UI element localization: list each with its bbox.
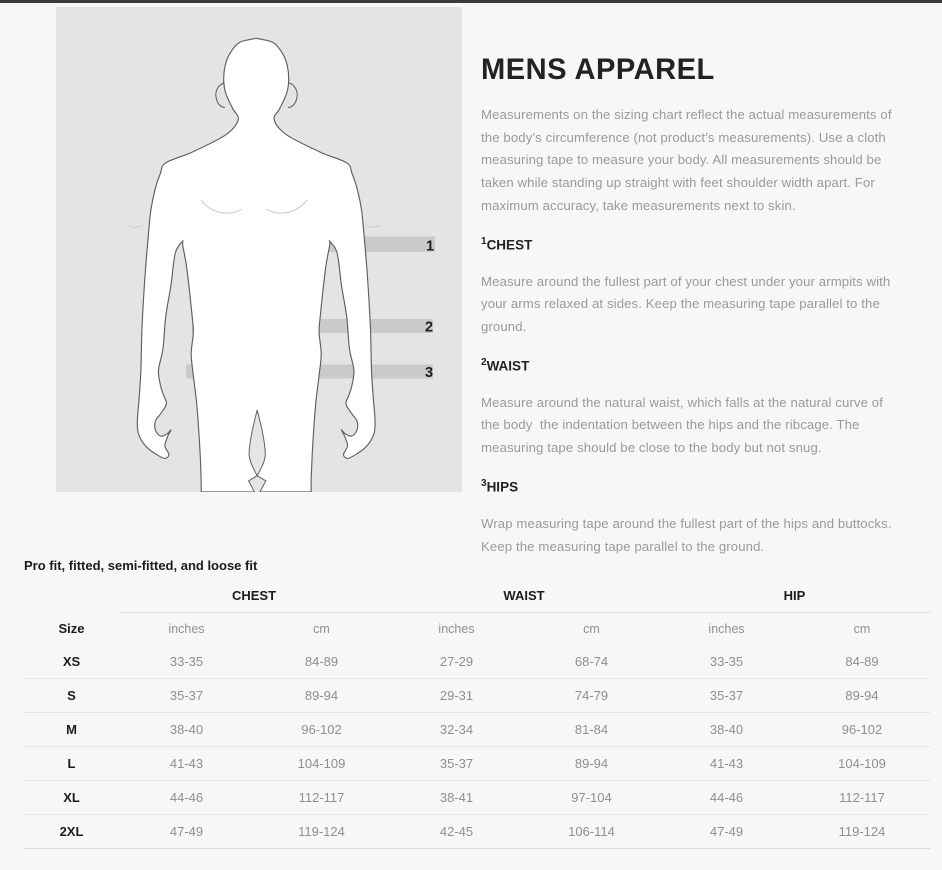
svg-text:3: 3 [425,365,433,381]
svg-text:1: 1 [426,239,434,255]
svg-text:2: 2 [425,320,433,336]
